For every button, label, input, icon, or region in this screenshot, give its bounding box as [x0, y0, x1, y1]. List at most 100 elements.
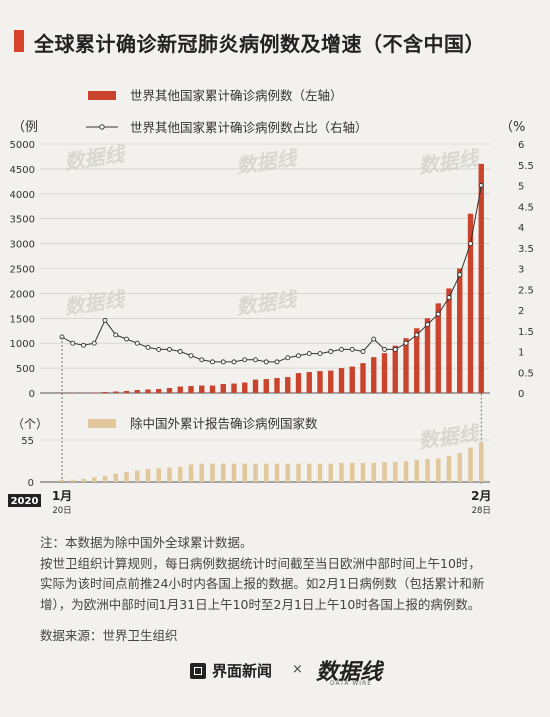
country-bar — [360, 462, 366, 482]
share-point — [274, 359, 280, 365]
left-tick-label: 2000 — [10, 289, 35, 300]
datawire-logo-sub: DATA WIRE — [330, 680, 373, 687]
case-bar — [209, 385, 216, 393]
notes: 注：本数据为除中国外全球累计数据。 按世卫组织计算规则，每日病例数据统计时间截至… — [40, 533, 540, 615]
case-bar — [166, 388, 173, 393]
right-tick-label: 3.5 — [518, 244, 534, 255]
country-bar — [339, 462, 344, 482]
country-bar — [446, 456, 452, 482]
case-bar — [414, 328, 420, 393]
share-point — [263, 359, 269, 365]
share-point — [360, 349, 366, 354]
left-tick-label: 2500 — [10, 265, 35, 276]
note-line: 按世卫组织计算规则，每日病例数据统计时间截至当日欧洲中部时间上午10时， — [40, 555, 481, 571]
note-line: 注：本数据为除中国外全球累计数据。 — [40, 535, 253, 550]
share-point — [145, 344, 151, 350]
case-bar — [156, 389, 162, 393]
share-point — [113, 332, 119, 338]
case-bar — [381, 353, 388, 393]
share-point — [188, 353, 194, 359]
country-bar — [425, 459, 430, 482]
left-tick-label: 4500 — [10, 165, 35, 176]
country-bar — [145, 469, 151, 482]
chart: 世界其他国家累计确诊病例数（左轴） 世界其他国家累计确诊病例数占比（右轴） （例 （%… — [8, 88, 534, 516]
x-end-month: 2月 — [471, 489, 491, 503]
case-bar — [457, 268, 463, 393]
left-tick-label: 5000 — [10, 140, 35, 151]
case-bar — [360, 363, 366, 393]
right-tick-label: 2 — [518, 306, 524, 317]
case-bar — [285, 377, 291, 393]
right-tick-label: 5.5 — [518, 161, 534, 172]
share-point — [306, 351, 312, 357]
share-point — [167, 346, 172, 352]
left-tick-label: 0 — [29, 389, 35, 400]
country-bar — [328, 463, 334, 482]
case-bar — [295, 373, 302, 393]
country-bar — [296, 463, 301, 482]
legend-countries-swatch — [88, 419, 116, 428]
country-axis-unit: （个） — [12, 417, 48, 431]
left-tick-label: 500 — [16, 364, 35, 375]
note-line: 增），为欧洲中部时间1月31日上午10时至2月1日上午10时各国上报的病例数。 — [40, 596, 481, 612]
left-tick-label: 1500 — [10, 314, 35, 325]
case-bar — [252, 379, 259, 393]
right-tick-label: 4.5 — [518, 202, 534, 213]
country-bar — [478, 442, 484, 482]
case-bar — [145, 389, 151, 393]
right-tick-label: 6 — [518, 140, 524, 151]
share-point — [425, 322, 430, 327]
country-bar — [91, 477, 97, 482]
case-bar — [306, 372, 312, 393]
country-bar — [81, 478, 86, 482]
country-bar — [220, 463, 226, 482]
share-line — [61, 185, 482, 363]
left-tick-label: 3500 — [10, 215, 35, 226]
case-bar — [392, 345, 398, 393]
legend-line-label: 世界其他国家累计确诊病例数占比（右轴） — [130, 120, 368, 135]
right-tick-label: 3 — [518, 265, 524, 276]
share-point — [134, 340, 140, 346]
share-point — [91, 340, 97, 346]
case-bar — [317, 371, 323, 393]
country-bar — [231, 463, 237, 482]
country-bar — [134, 470, 140, 482]
share-point — [124, 336, 129, 342]
country-bar — [242, 463, 248, 482]
share-point — [102, 317, 108, 323]
share-point — [317, 351, 323, 357]
left-tick-label: 4000 — [10, 190, 35, 201]
datawire-logo: 数据线 — [316, 660, 383, 685]
case-bar — [446, 288, 452, 393]
data-source: 数据来源：世界卫生组织 — [40, 628, 178, 643]
country-bar — [349, 462, 355, 482]
case-bar — [102, 392, 108, 393]
share-point — [403, 340, 409, 346]
share-point — [199, 357, 205, 363]
country-bar — [414, 459, 420, 482]
country-bar — [435, 458, 441, 482]
share-point — [285, 355, 291, 361]
case-bar — [188, 386, 194, 393]
left-tick-label: 3000 — [10, 240, 35, 251]
country-bar — [468, 447, 473, 482]
country-bar — [317, 463, 323, 482]
country-bar — [274, 463, 280, 482]
footer: 界面新闻 × 数据线 DATA WIRE — [0, 650, 550, 690]
share-point — [253, 357, 258, 363]
case-bar — [242, 382, 248, 393]
share-point — [156, 346, 162, 352]
times-sign: × — [292, 662, 303, 677]
jiemian-logo-text: 界面新闻 — [212, 662, 273, 680]
country-bar — [210, 463, 215, 482]
case-bar — [263, 379, 269, 393]
legend-line-marker — [99, 124, 105, 130]
legend-bar-label: 世界其他国家累计确诊病例数（左轴） — [130, 88, 343, 103]
note-line: 实际为该时间点前推24小时内各国上报的数据。如2月1日病例数（包括累计和新 — [40, 576, 485, 591]
share-point — [231, 359, 237, 365]
case-bar — [338, 368, 345, 393]
case-bar — [199, 385, 205, 393]
case-bar — [134, 390, 140, 393]
right-tick-label: 0.5 — [518, 368, 534, 379]
country-bar — [70, 479, 76, 482]
